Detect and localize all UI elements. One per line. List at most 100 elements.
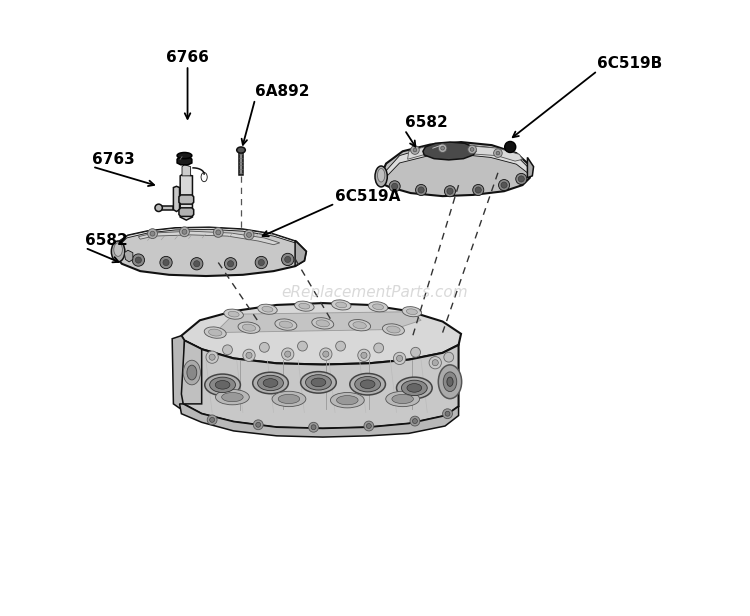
Ellipse shape xyxy=(295,301,314,311)
Ellipse shape xyxy=(382,324,404,335)
Ellipse shape xyxy=(262,306,273,312)
Circle shape xyxy=(472,184,484,195)
Circle shape xyxy=(432,360,438,366)
Circle shape xyxy=(413,148,417,152)
Circle shape xyxy=(418,187,424,193)
Ellipse shape xyxy=(397,377,432,399)
Ellipse shape xyxy=(353,322,366,329)
Ellipse shape xyxy=(402,307,422,317)
Ellipse shape xyxy=(331,392,364,408)
Circle shape xyxy=(311,425,316,430)
Ellipse shape xyxy=(253,372,288,394)
Circle shape xyxy=(179,227,190,237)
Circle shape xyxy=(392,183,398,189)
Ellipse shape xyxy=(375,166,387,187)
Circle shape xyxy=(447,188,453,194)
Text: 6C519A: 6C519A xyxy=(335,188,400,203)
Circle shape xyxy=(413,419,418,424)
Polygon shape xyxy=(114,227,306,276)
Circle shape xyxy=(194,261,200,267)
Polygon shape xyxy=(182,341,202,404)
Polygon shape xyxy=(384,145,527,177)
Ellipse shape xyxy=(355,376,380,392)
Circle shape xyxy=(320,348,332,360)
Circle shape xyxy=(224,257,237,270)
Circle shape xyxy=(445,411,450,416)
Circle shape xyxy=(308,423,319,432)
Circle shape xyxy=(281,253,294,265)
Ellipse shape xyxy=(237,147,245,153)
Ellipse shape xyxy=(228,311,239,317)
Ellipse shape xyxy=(209,329,222,336)
Circle shape xyxy=(207,415,217,425)
Circle shape xyxy=(416,184,427,195)
Circle shape xyxy=(411,347,421,357)
Circle shape xyxy=(132,254,145,266)
Ellipse shape xyxy=(278,394,300,403)
Circle shape xyxy=(438,144,447,153)
Ellipse shape xyxy=(298,303,310,309)
Polygon shape xyxy=(179,208,194,216)
Polygon shape xyxy=(138,231,280,245)
Polygon shape xyxy=(177,156,192,165)
Ellipse shape xyxy=(368,302,388,312)
Circle shape xyxy=(468,145,476,154)
Ellipse shape xyxy=(336,302,346,308)
Polygon shape xyxy=(159,206,173,209)
Polygon shape xyxy=(378,142,530,196)
Ellipse shape xyxy=(242,324,256,331)
Ellipse shape xyxy=(257,375,284,391)
Circle shape xyxy=(518,176,524,182)
Circle shape xyxy=(163,259,169,265)
Polygon shape xyxy=(182,165,190,176)
Polygon shape xyxy=(180,174,193,220)
Circle shape xyxy=(389,180,400,192)
Circle shape xyxy=(216,230,220,235)
Circle shape xyxy=(135,257,142,263)
Ellipse shape xyxy=(258,304,278,314)
Ellipse shape xyxy=(392,394,413,403)
Ellipse shape xyxy=(275,319,297,330)
Circle shape xyxy=(190,257,203,270)
Circle shape xyxy=(254,420,263,430)
Circle shape xyxy=(336,341,346,351)
Polygon shape xyxy=(179,195,194,204)
Circle shape xyxy=(255,256,268,269)
Circle shape xyxy=(429,357,442,369)
Polygon shape xyxy=(407,145,523,161)
Ellipse shape xyxy=(183,360,200,385)
Circle shape xyxy=(243,349,255,362)
Circle shape xyxy=(358,349,370,362)
Ellipse shape xyxy=(301,371,336,393)
Circle shape xyxy=(148,229,158,238)
Circle shape xyxy=(397,355,403,362)
Circle shape xyxy=(256,423,261,428)
Circle shape xyxy=(505,142,516,153)
Circle shape xyxy=(285,256,291,262)
Ellipse shape xyxy=(311,378,326,387)
Ellipse shape xyxy=(443,372,457,392)
Polygon shape xyxy=(215,312,421,333)
Ellipse shape xyxy=(337,395,358,405)
Circle shape xyxy=(444,352,454,362)
Ellipse shape xyxy=(316,320,329,327)
Polygon shape xyxy=(182,341,458,429)
Text: 6766: 6766 xyxy=(166,51,209,65)
Ellipse shape xyxy=(401,380,427,395)
Circle shape xyxy=(210,418,214,423)
Ellipse shape xyxy=(407,384,422,392)
Ellipse shape xyxy=(312,318,334,329)
Circle shape xyxy=(442,409,452,419)
Ellipse shape xyxy=(205,374,241,395)
Circle shape xyxy=(470,148,474,152)
Circle shape xyxy=(494,149,502,158)
Ellipse shape xyxy=(111,241,125,262)
Polygon shape xyxy=(238,152,244,174)
Circle shape xyxy=(411,146,419,155)
Circle shape xyxy=(374,343,383,353)
Circle shape xyxy=(410,416,420,426)
Circle shape xyxy=(441,147,445,150)
Circle shape xyxy=(247,232,251,237)
Ellipse shape xyxy=(272,391,306,407)
Circle shape xyxy=(160,256,172,269)
